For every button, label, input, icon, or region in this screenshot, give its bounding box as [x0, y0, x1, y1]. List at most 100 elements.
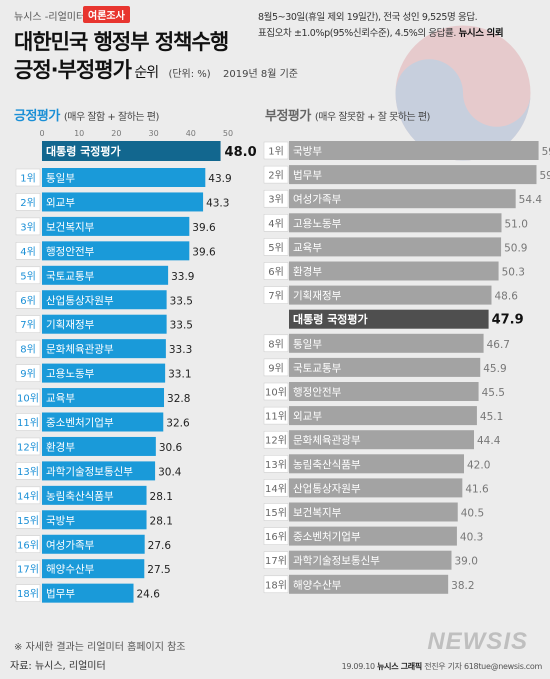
rank-box — [15, 584, 41, 602]
data-label: 59.9 — [542, 146, 550, 158]
rank-box — [263, 551, 289, 569]
x-tick-label: 30 — [149, 129, 159, 138]
rank-label: 9위 — [268, 361, 284, 374]
bar — [289, 550, 452, 570]
rank-label: 2위 — [20, 196, 36, 209]
rank-box — [263, 286, 289, 304]
bar — [42, 534, 145, 554]
rank-box — [263, 479, 289, 497]
rank-label: 10위 — [265, 386, 287, 399]
data-label: 33.1 — [168, 369, 191, 381]
rank-box — [15, 388, 41, 407]
data-label: 43.9 — [208, 173, 231, 185]
data-label: 50.9 — [504, 242, 527, 254]
rank-box — [263, 503, 289, 521]
data-label: 44.4 — [477, 435, 501, 447]
rank-label: 6위 — [20, 294, 36, 307]
rank-box — [263, 575, 289, 594]
data-label: 47.9 — [492, 313, 524, 328]
rank-label: 17위 — [17, 563, 39, 576]
unit-label: (단위: %) — [168, 69, 211, 80]
rank-box — [263, 382, 289, 401]
rank-label: 13위 — [17, 465, 39, 478]
brand-tag: 여론조사 — [83, 6, 130, 23]
category-label: 문화체육관광부 — [293, 435, 361, 447]
category-label: 외교부 — [46, 197, 75, 209]
rank-box — [263, 527, 289, 545]
bar — [42, 339, 166, 359]
highlight-value-label: 48.0 — [225, 145, 257, 160]
newsis-logo: NEWSIS — [427, 628, 528, 655]
rank-label: 11위 — [17, 416, 39, 429]
bar — [42, 363, 166, 383]
category-label: 고용노동부 — [293, 218, 342, 230]
data-label: 27.6 — [148, 540, 172, 552]
data-label: 32.8 — [167, 393, 190, 405]
rank-box — [15, 242, 41, 260]
data-label: 48.6 — [495, 291, 519, 303]
rank-label: 18위 — [17, 587, 39, 600]
data-label: 24.6 — [137, 589, 161, 601]
rank-box — [15, 339, 41, 358]
category-label: 기획재정부 — [46, 319, 95, 331]
data-label: 59.4 — [540, 170, 550, 182]
data-label: 51.0 — [505, 218, 528, 230]
data-label: 30.6 — [159, 442, 183, 454]
rank-box — [15, 291, 41, 309]
bar — [289, 357, 481, 377]
date-label: 2019년 8월 기준 — [223, 69, 298, 80]
rank-box — [15, 266, 41, 285]
data-label: 28.1 — [150, 491, 173, 503]
data-label: 54.4 — [519, 194, 543, 206]
rank-label: 4위 — [268, 217, 284, 230]
bar — [289, 454, 464, 474]
data-label: 42.0 — [467, 459, 490, 471]
title-line1: 대한민국 행정부 정책수행 — [14, 30, 229, 54]
data-label: 43.3 — [206, 197, 229, 209]
negative-note: (매우 잘못함 + 잘 못하는 편) — [314, 112, 431, 123]
category-label: 산업통상자원부 — [46, 294, 114, 307]
bar — [289, 165, 537, 185]
rank-label: 14위 — [265, 482, 287, 495]
category-label: 법무부 — [293, 170, 322, 182]
data-label: 39.0 — [455, 556, 478, 568]
rank-box — [15, 511, 41, 529]
rank-box — [15, 462, 41, 480]
rank-box — [15, 535, 41, 553]
category-label: 국토교통부 — [46, 270, 95, 282]
rank-box — [263, 430, 289, 449]
highlight-bar — [42, 141, 221, 161]
rank-label: 1위 — [20, 172, 36, 185]
rank-label: 9위 — [20, 367, 36, 380]
positive-note: (매우 잘함 + 잘하는 편) — [63, 112, 160, 123]
category-label: 교육부 — [46, 393, 75, 405]
title-line2-suffix: 순위 — [130, 65, 159, 81]
rank-box — [263, 358, 289, 377]
rank-label: 8위 — [20, 343, 36, 356]
data-label: 27.5 — [147, 564, 170, 576]
rank-box — [15, 413, 41, 431]
bar — [42, 412, 164, 432]
data-label: 45.1 — [480, 411, 503, 423]
rank-box — [263, 334, 289, 353]
positive-header: 긍정평가 (매우 잘함 + 잘하는 편) — [14, 105, 159, 124]
title-line2: 긍정·부정평가 — [14, 58, 132, 82]
rank-label: 7위 — [20, 318, 36, 331]
rank-label: 1위 — [268, 145, 284, 158]
category-label: 고용노동부 — [46, 368, 95, 380]
credit-graphic: 뉴시스 그래픽 — [377, 662, 422, 671]
bar — [289, 213, 502, 233]
survey-info: 8월5~30일(휴일 제외 19일간), 전국 성인 9,525명 응답. 표집… — [258, 10, 543, 42]
data-label: 50.3 — [502, 267, 525, 279]
data-label: 33.3 — [169, 344, 192, 356]
bar — [289, 189, 516, 209]
category-label: 국토교통부 — [293, 362, 342, 374]
rank-label: 15위 — [17, 514, 39, 527]
category-label: 국방부 — [293, 146, 322, 158]
bar — [289, 574, 449, 594]
rank-label: 12위 — [265, 434, 287, 447]
bar — [289, 406, 477, 426]
survey-line1: 8월5~30일(휴일 제외 19일간), 전국 성인 9,525명 응답. — [258, 12, 478, 23]
rank-label: 15위 — [265, 506, 287, 519]
